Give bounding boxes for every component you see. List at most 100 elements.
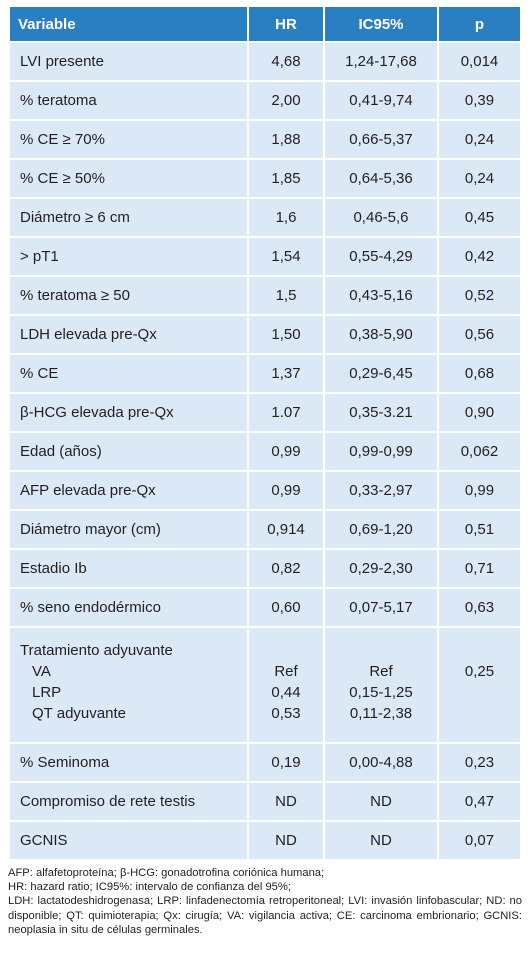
- ic-cell: 0,55-4,29: [325, 238, 437, 275]
- footnote-line: AFP: alfafetoproteína; β-HCG: gonadotrof…: [8, 867, 325, 879]
- ic-cell: 0,29-6,45: [325, 355, 437, 392]
- ic-cell: 0,69-1,20: [325, 511, 437, 548]
- hr-cell: 1,85: [249, 160, 323, 197]
- header-ic95: IC95%: [325, 7, 437, 41]
- table-row: GCNIS ND ND 0,07: [10, 822, 520, 859]
- table-row: Estadio Ib 0,82 0,29-2,30 0,71: [10, 550, 520, 587]
- table-row: Compromiso de rete testis ND ND 0,47: [10, 783, 520, 820]
- p-cell: 0,90: [439, 394, 520, 431]
- variable-cell: Diámetro ≥ 6 cm: [10, 199, 247, 236]
- variable-cell: Diámetro mayor (cm): [10, 511, 247, 548]
- p-cell: 0,24: [439, 121, 520, 158]
- variable-cell: % CE ≥ 50%: [10, 160, 247, 197]
- p-cell: 0,24: [439, 160, 520, 197]
- table-row: β-HCG elevada pre-Qx 1.07 0,35-3.21 0,90: [10, 394, 520, 431]
- variable-cell: % CE ≥ 70%: [10, 121, 247, 158]
- header-p: p: [439, 7, 520, 41]
- footnote-line: HR: hazard ratio; IC95%: intervalo de co…: [8, 881, 291, 894]
- hr-cell: 4,68: [249, 43, 323, 80]
- table-row: % seno endodérmico 0,60 0,07-5,17 0,63: [10, 589, 520, 626]
- ic-cell: 0,41-9,74: [325, 82, 437, 119]
- footnote-line: LDH: lactatodeshidrogenasa; LRP: linfade…: [8, 895, 522, 936]
- p-cell: 0,47: [439, 783, 520, 820]
- table-row: Diámetro ≥ 6 cm 1,6 0,46-5,6 0,45: [10, 199, 520, 236]
- p-cell: 0,45: [439, 199, 520, 236]
- results-table: Variable HR IC95% p LVI presente 4,68 1,24…: [8, 5, 522, 861]
- table-row: AFP elevada pre-Qx 0,99 0,33-2,97 0,99: [10, 472, 520, 509]
- treatment-p-cell: 0,25: [439, 628, 520, 742]
- variable-cell: % CE: [10, 355, 247, 392]
- p-cell: 0,52: [439, 277, 520, 314]
- variable-cell: Estadio Ib: [10, 550, 247, 587]
- variable-cell: % teratoma ≥ 50: [10, 277, 247, 314]
- p-cell: 0,68: [439, 355, 520, 392]
- table-row: LVI presente 4,68 1,24-17,68 0,014: [10, 43, 520, 80]
- table-row: Edad (años) 0,99 0,99-0,99 0,062: [10, 433, 520, 470]
- ic-cell: 0,35-3.21: [325, 394, 437, 431]
- hr-cell: 1,50: [249, 316, 323, 353]
- header-variable: Variable: [10, 7, 247, 41]
- table-row: % CE ≥ 70% 1,88 0,66-5,37 0,24: [10, 121, 520, 158]
- hr-cell: 0,99: [249, 472, 323, 509]
- hr-cell: 0,60: [249, 589, 323, 626]
- treatment-subrow-label: VA: [32, 663, 51, 680]
- treatment-title: Tratamiento adyuvante: [20, 642, 173, 659]
- hr-cell: 0,19: [249, 744, 323, 781]
- ic-cell: 0,07-5,17: [325, 589, 437, 626]
- p-cell: 0,71: [439, 550, 520, 587]
- treatment-ic-value: 0,11-2,38: [349, 705, 413, 722]
- variable-cell: LVI presente: [10, 43, 247, 80]
- treatment-ic-value: Ref: [369, 663, 393, 680]
- ic-cell: 0,66-5,37: [325, 121, 437, 158]
- table-row: % Seminoma 0,19 0,00-4,88 0,23: [10, 744, 520, 781]
- table-row: % teratoma ≥ 50 1,5 0,43-5,16 0,52: [10, 277, 520, 314]
- table-row: % CE 1,37 0,29-6,45 0,68: [10, 355, 520, 392]
- treatment-variable-cell: Tratamiento adyuvante VA LRP QT adyuvant…: [10, 628, 247, 742]
- variable-cell: Compromiso de rete testis: [10, 783, 247, 820]
- variable-cell: LDH elevada pre-Qx: [10, 316, 247, 353]
- variable-cell: AFP elevada pre-Qx: [10, 472, 247, 509]
- table-row: LDH elevada pre-Qx 1,50 0,38-5,90 0,56: [10, 316, 520, 353]
- ic-cell: ND: [325, 783, 437, 820]
- table-row: % CE ≥ 50% 1,85 0,64-5,36 0,24: [10, 160, 520, 197]
- p-cell: 0,63: [439, 589, 520, 626]
- p-cell: 0,39: [439, 82, 520, 119]
- treatment-ic-cell: Ref 0,15-1,25 0,11-2,38: [325, 628, 437, 742]
- hr-cell: 1,37: [249, 355, 323, 392]
- p-cell: 0,56: [439, 316, 520, 353]
- hr-cell: 1,54: [249, 238, 323, 275]
- ic-cell: 0,00-4,88: [325, 744, 437, 781]
- p-cell: 0,99: [439, 472, 520, 509]
- table-row: Diámetro mayor (cm) 0,914 0,69-1,20 0,51: [10, 511, 520, 548]
- treatment-p-value: 0,25: [464, 663, 495, 680]
- treatment-row: Tratamiento adyuvante VA LRP QT adyuvant…: [10, 628, 520, 742]
- ic-cell: ND: [325, 822, 437, 859]
- hr-cell: 1.07: [249, 394, 323, 431]
- treatment-hr-value: 0,44: [271, 684, 301, 701]
- variable-cell: % seno endodérmico: [10, 589, 247, 626]
- hr-cell: 1,6: [249, 199, 323, 236]
- table-row: > pT1 1,54 0,55-4,29 0,42: [10, 238, 520, 275]
- hr-cell: 0,99: [249, 433, 323, 470]
- ic-cell: 0,33-2,97: [325, 472, 437, 509]
- treatment-subrow-label: LRP: [32, 684, 62, 701]
- variable-cell: % Seminoma: [10, 744, 247, 781]
- p-cell: 0,014: [439, 43, 520, 80]
- hr-cell: ND: [249, 783, 323, 820]
- hr-cell: 2,00: [249, 82, 323, 119]
- variable-cell: % teratoma: [10, 82, 247, 119]
- ic-cell: 0,29-2,30: [325, 550, 437, 587]
- ic-cell: 0,46-5,6: [325, 199, 437, 236]
- hr-cell: 1,5: [249, 277, 323, 314]
- ic-cell: 0,43-5,16: [325, 277, 437, 314]
- p-cell: 0,07: [439, 822, 520, 859]
- ic-cell: 0,64-5,36: [325, 160, 437, 197]
- hr-cell: 0,914: [249, 511, 323, 548]
- table-row: % teratoma 2,00 0,41-9,74 0,39: [10, 82, 520, 119]
- p-cell: 0,42: [439, 238, 520, 275]
- treatment-hr-value: Ref: [274, 663, 298, 680]
- variable-cell: GCNIS: [10, 822, 247, 859]
- treatment-hr-value: 0,53: [271, 705, 301, 722]
- hr-cell: 1,88: [249, 121, 323, 158]
- hr-cell: 0,82: [249, 550, 323, 587]
